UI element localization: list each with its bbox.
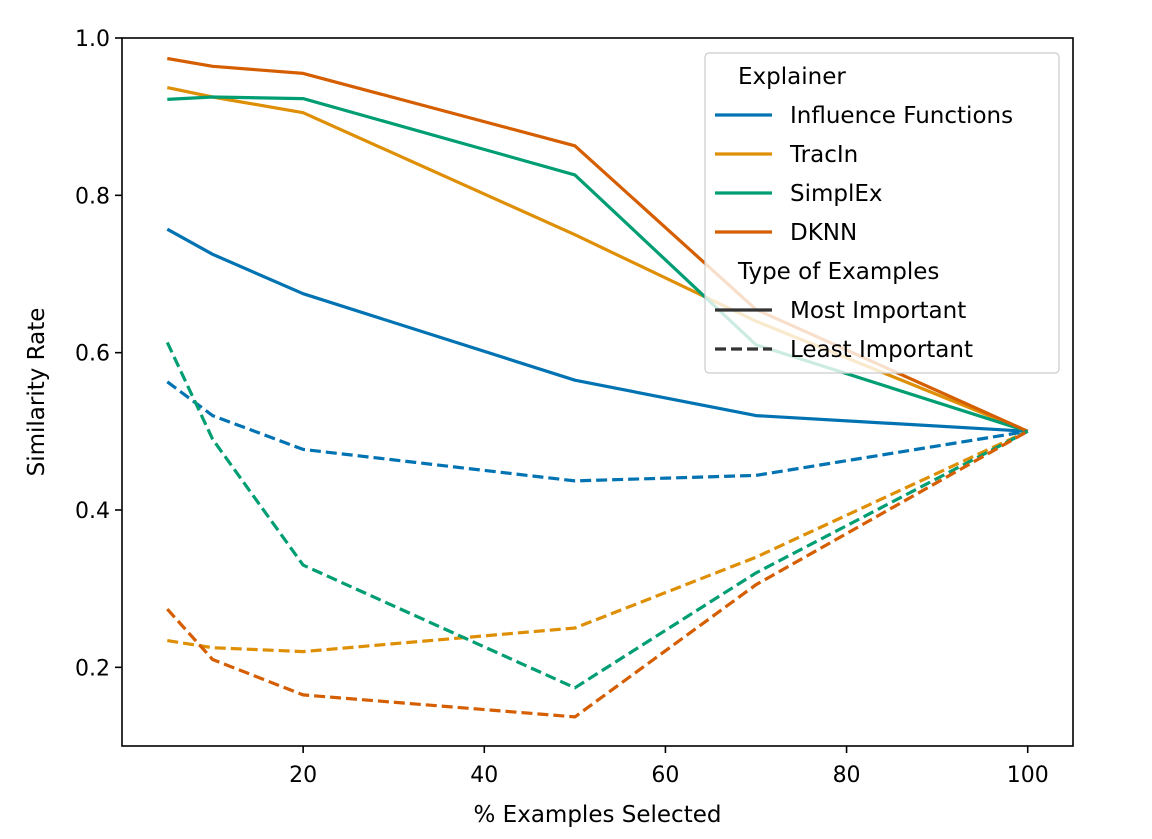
legend-label: Most Important (790, 298, 966, 324)
x-tick-label: 100 (1007, 763, 1049, 788)
legend: Explainer Influence Functions TracIn SimplE… (704, 52, 1060, 374)
legend-label: SimplEx (790, 181, 883, 207)
y-tick-label: 1.0 (75, 27, 110, 52)
y-tick-label: 0.8 (75, 184, 110, 209)
legend-items: Explainer Influence Functions TracIn SimplE… (715, 64, 1013, 363)
x-tick-label: 80 (833, 763, 861, 788)
plot-frame (121, 37, 1074, 747)
series-line-dknn-least (166, 429, 1029, 719)
series-line-influence-functions-least (166, 380, 1028, 483)
y-axis-label: Similarity Rate (24, 308, 50, 477)
legend-label: DKNN (790, 220, 857, 246)
legend-title-explainer: Explainer (738, 64, 846, 90)
series-layer (165, 56, 1029, 719)
legend-label: Influence Functions (790, 103, 1013, 129)
legend-label: TracIn (789, 142, 858, 168)
ticks-layer: 20 40 60 80 100 0.2 0.4 0.6 0.8 1.0 (75, 27, 1049, 788)
series-line-influence-functions-most (166, 227, 1028, 433)
y-tick-label: 0.2 (75, 656, 110, 681)
series-line-tracin-least (167, 429, 1029, 654)
legend-box (704, 52, 1060, 374)
y-tick-label: 0.4 (75, 499, 110, 524)
x-tick-label: 40 (470, 763, 498, 788)
x-tick-label: 60 (651, 763, 679, 788)
x-axis-label: % Examples Selected (474, 802, 722, 828)
y-tick-label: 0.6 (75, 342, 110, 367)
legend-label: Least Important (790, 337, 973, 363)
legend-title-type: Type of Examples (737, 259, 939, 285)
series-line-simplex-least (165, 341, 1029, 690)
x-tick-label: 20 (289, 763, 317, 788)
